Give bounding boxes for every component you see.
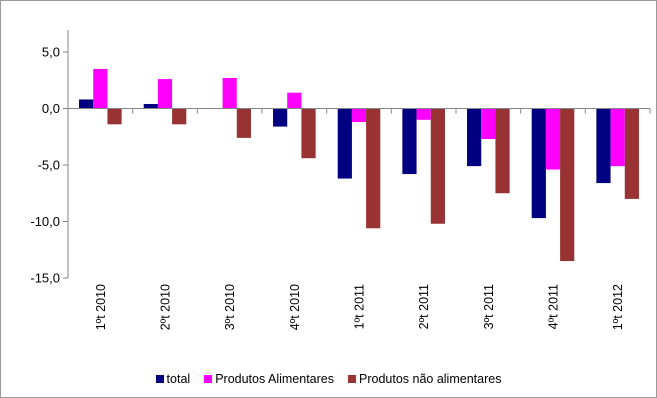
bar-s1-c8: [610, 108, 625, 167]
legend-item-1: Produtos Alimentares: [204, 372, 334, 386]
bar-s2-c2: [236, 108, 251, 138]
legend-label-0: total: [166, 372, 191, 386]
bar-s2-c4: [366, 108, 381, 229]
bar-s1-c5: [416, 108, 431, 120]
x-category-label-1: 2ºt 2010: [159, 284, 173, 330]
bar-s2-c7: [560, 108, 575, 262]
bar-s1-c3: [287, 92, 302, 109]
x-category-label-6: 3ºt 2011: [482, 284, 496, 329]
legend-item-2: Produtos não alimentares: [348, 372, 501, 386]
bar-s0-c8: [596, 108, 611, 184]
bar-s1-c0: [93, 68, 108, 109]
bar-s2-c5: [430, 108, 445, 224]
legend-item-0: total: [155, 372, 191, 386]
x-category-label-8: 1ºt 2012: [611, 284, 625, 330]
x-category-label-7: 4ºt 2011: [547, 284, 561, 329]
bar-s2-c8: [624, 108, 639, 199]
bar-s0-c5: [402, 108, 417, 175]
y-tick-label-2: -5,0: [38, 158, 60, 173]
y-tick-label-4: -15,0: [30, 271, 60, 286]
bar-s1-c4: [351, 108, 367, 123]
bar-s0-c6: [467, 108, 482, 167]
bar-s1-c6: [481, 108, 496, 140]
bar-s1-c2: [222, 77, 237, 109]
bar-s0-c7: [531, 108, 546, 219]
bar-s1-c1: [157, 79, 173, 109]
bar-s0-c3: [273, 108, 288, 127]
bar-s0-c1: [143, 103, 158, 109]
x-category-label-2: 3ºt 2010: [223, 284, 237, 330]
legend: total Produtos Alimentares Produtos não al…: [0, 372, 657, 386]
bar-s2-c0: [107, 108, 122, 125]
bar-s0-c4: [337, 108, 352, 179]
y-tick-label-1: 0,0: [42, 101, 60, 116]
bar-s2-c6: [495, 108, 510, 194]
bar-s2-c3: [301, 108, 316, 159]
legend-swatch-2: [348, 375, 356, 383]
legend-label-2: Produtos não alimentares: [359, 372, 502, 386]
x-category-label-5: 2ºt 2011: [417, 284, 431, 329]
y-tick-label-3: -10,0: [30, 214, 60, 229]
x-category-label-3: 4ºt 2010: [288, 284, 302, 330]
bar-s0-c0: [79, 99, 94, 109]
y-tick-label-0: 5,0: [42, 45, 60, 60]
x-category-label-4: 1ºt 2011: [353, 284, 367, 329]
bar-s2-c1: [172, 108, 187, 125]
legend-swatch-1: [204, 375, 213, 383]
legend-swatch-0: [155, 375, 164, 383]
x-category-label-0: 1ºt 2010: [94, 284, 108, 330]
bar-s1-c7: [545, 108, 561, 170]
legend-label-1: Produtos Alimentares: [215, 372, 334, 386]
